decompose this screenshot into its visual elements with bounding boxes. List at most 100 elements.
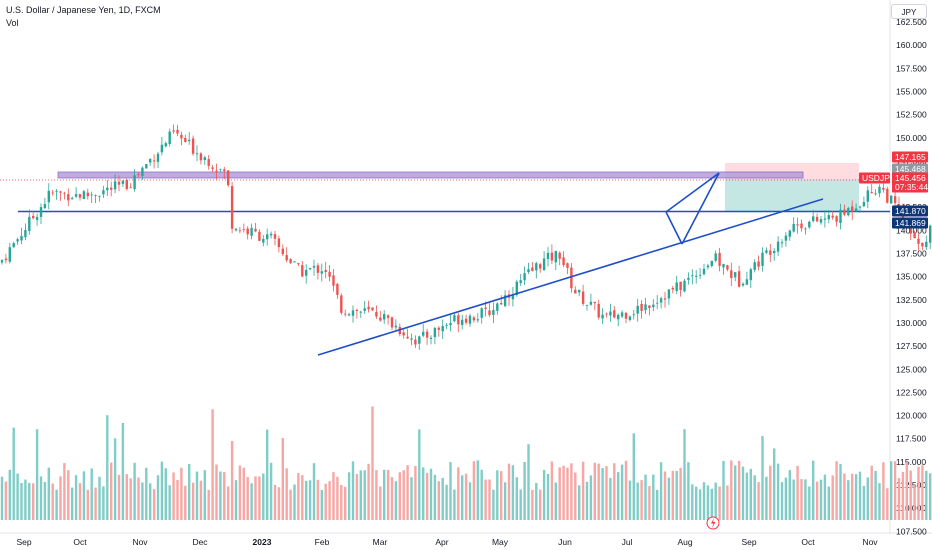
candle-body (137, 174, 140, 175)
volume-bar (51, 483, 54, 520)
candle-body (250, 227, 253, 236)
candle-body (336, 283, 339, 295)
time-tick-label: Sep (16, 537, 31, 547)
volume-bar (585, 481, 589, 520)
volume-bar (874, 470, 877, 520)
take-profit-zone[interactable] (725, 179, 859, 211)
price-axis[interactable]: 162.500 160.000 157.500 155.000 152.500 150.0… (896, 17, 927, 536)
candle-body (344, 313, 347, 315)
candle-body (667, 289, 671, 299)
volume-bar (843, 473, 846, 520)
time-tick-label: May (492, 537, 509, 547)
candle-body (780, 242, 784, 244)
volume-bar (82, 471, 86, 520)
volume-bar (28, 482, 31, 520)
short-position-tool[interactable] (725, 163, 859, 211)
volume-bar (804, 479, 807, 520)
volume-bar (562, 465, 565, 520)
volume-bar (367, 463, 370, 520)
candle-body (242, 229, 245, 230)
volume-bar (355, 474, 359, 520)
wedge-upper-line[interactable] (665, 172, 720, 213)
volume-bar (640, 480, 643, 520)
candle-body (160, 144, 164, 153)
candle-body (172, 130, 175, 132)
candle-body (710, 260, 713, 266)
volume-bar (558, 467, 561, 520)
volume-bar (570, 463, 573, 520)
volume-bar (862, 486, 866, 520)
volume-bar (617, 472, 620, 520)
volume-bar (429, 468, 433, 520)
volume-bar (320, 489, 323, 520)
candle-body (753, 262, 756, 270)
volume-bar (12, 427, 15, 520)
candle-body (133, 175, 136, 190)
price-tick-label: 160.000 (896, 40, 927, 50)
currency-selector[interactable]: JPY (891, 4, 927, 19)
volume-bar (839, 463, 842, 520)
volume-bar (718, 486, 721, 520)
candle-body (792, 223, 795, 232)
volume-bar (827, 486, 830, 520)
volume-bar (441, 477, 444, 520)
volume-bar (359, 470, 362, 520)
volume-bar (784, 477, 788, 520)
candle-body (82, 191, 86, 200)
volume-bar (102, 486, 105, 520)
volume-bar (328, 481, 331, 520)
volume-bar (523, 461, 526, 520)
candle-body (917, 238, 920, 244)
volume-bar (683, 429, 686, 520)
candle-body (437, 327, 440, 330)
volume-bar (929, 473, 932, 520)
volume-bar (24, 479, 27, 520)
volume-bar (550, 461, 554, 520)
candle-body (843, 209, 846, 215)
candles (0, 124, 932, 350)
volume-bar (230, 441, 234, 520)
candle-body (195, 153, 199, 155)
volume-bar (55, 489, 58, 520)
time-axis[interactable]: Sep Oct Nov Dec 2023 Feb Mar Apr May Jun Jul Aug Sep… (16, 537, 878, 547)
volume-bar (8, 469, 11, 520)
candle-body (656, 302, 659, 304)
lightning-icon[interactable] (706, 516, 720, 530)
volume-bar (714, 482, 717, 520)
volume-bar (422, 467, 425, 520)
resistance-zone[interactable] (57, 171, 804, 179)
candle-body (277, 238, 281, 248)
volume-bar (605, 466, 608, 520)
volume-bar (246, 477, 249, 520)
candle-body (211, 167, 214, 169)
candle-body (620, 312, 624, 317)
volume-bar (383, 469, 386, 520)
candle-body (835, 216, 838, 222)
volume-bar (137, 477, 140, 520)
price-tick-label: 135.000 (896, 272, 927, 282)
chart-title: U.S. Dollar / Japanese Yen, 1D, FXCM (6, 5, 161, 15)
volume-bar (191, 482, 195, 520)
rising-trendline[interactable] (317, 198, 824, 356)
price-tag-text: USDJPY (862, 173, 896, 183)
candle-body (63, 192, 66, 194)
candle-body (328, 271, 331, 277)
candle-body (527, 269, 530, 273)
volume-bar (636, 482, 639, 520)
volume-bar (281, 438, 284, 520)
volume-bar (43, 481, 47, 520)
candle-body (468, 315, 472, 324)
volume-bar (98, 476, 101, 520)
volume-bar (632, 433, 635, 520)
volume-bar (188, 464, 191, 520)
volume-bar (698, 489, 702, 520)
candle-body (886, 188, 889, 203)
volume-bar (425, 472, 429, 520)
candle-body (418, 336, 421, 344)
time-tick-label: Feb (315, 537, 330, 547)
wedge-lower-line[interactable] (681, 172, 720, 245)
candle-body (55, 191, 58, 193)
volume-bar (847, 480, 850, 520)
wedge-left-edge[interactable] (665, 211, 683, 245)
